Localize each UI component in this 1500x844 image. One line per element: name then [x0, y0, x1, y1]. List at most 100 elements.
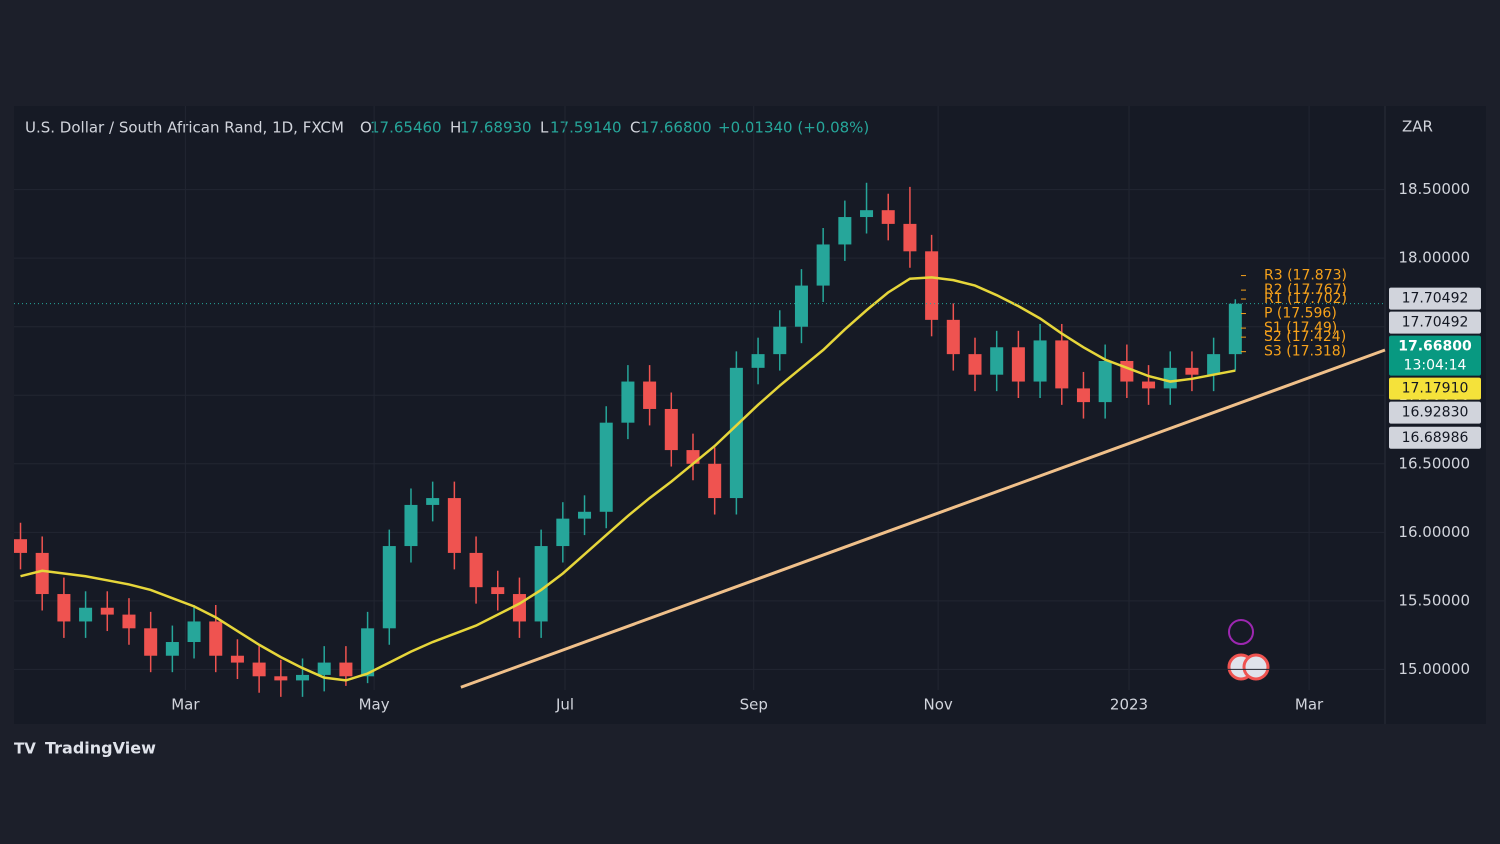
candle-body	[252, 662, 266, 677]
candle-body	[1207, 354, 1221, 375]
candle-body	[317, 662, 331, 675]
candle-body	[1033, 340, 1047, 382]
candle-body	[361, 628, 375, 677]
price-label-box	[1389, 287, 1481, 310]
brand: TradingView	[45, 739, 156, 758]
candle-body	[426, 498, 440, 505]
candle-body	[209, 621, 223, 656]
x-tick-label: Mar	[171, 696, 200, 714]
candle-body	[599, 422, 613, 512]
pivot-label: S3 (17.318)	[1264, 344, 1346, 360]
ohlc-key: C	[630, 119, 640, 137]
candle-body	[1076, 388, 1090, 403]
candle-body	[729, 367, 743, 499]
candle-body	[903, 223, 917, 252]
candle-body	[946, 319, 960, 355]
candle-body	[1185, 367, 1199, 375]
x-tick-label: Nov	[923, 696, 952, 714]
candle-body	[643, 381, 657, 409]
candle-body	[664, 408, 678, 451]
economic-event-icon[interactable]	[1242, 653, 1270, 681]
candle-body	[881, 210, 895, 224]
candle-body	[79, 607, 93, 622]
price-label: 17.70492	[1402, 291, 1469, 307]
chart-panel	[14, 106, 1486, 724]
pivot-label: R2 (17.767)	[1264, 282, 1347, 298]
candle-body	[621, 381, 635, 423]
ohlc-key: O	[360, 119, 372, 137]
event-icon[interactable]	[1228, 619, 1254, 645]
candle-body	[382, 546, 396, 629]
x-tick-label: May	[359, 696, 390, 714]
ohlc-key: L	[540, 119, 549, 137]
candle-body	[578, 511, 592, 519]
candle-body	[469, 552, 483, 588]
y-tick-label: 16.00000	[1398, 523, 1470, 541]
candle-body	[122, 614, 136, 629]
ohlc-value: 17.65460	[370, 119, 442, 137]
pivot-label: S2 (17.424)	[1264, 329, 1346, 345]
brand-logo: TV	[14, 740, 36, 758]
candle-body	[838, 217, 852, 245]
candle-body	[773, 326, 787, 355]
candle-body	[35, 552, 49, 595]
candle-body	[491, 587, 505, 595]
candle-body	[1120, 360, 1134, 382]
price-label: 17.17910	[1402, 381, 1469, 397]
y-tick-label: 15.00000	[1398, 660, 1470, 678]
candle-body	[14, 539, 28, 553]
pivot-label: S1 (17.49)	[1264, 320, 1337, 336]
ohlc-legend: O17.65460 H17.68930 L 17.59140 C 17.66800 +0.0…	[360, 119, 869, 137]
moving-average	[20, 276, 1236, 682]
y-tick-label: 16.50000	[1398, 454, 1470, 472]
candle-body	[794, 285, 808, 327]
x-tick-label: Jul	[555, 696, 574, 714]
candle-body	[1098, 360, 1112, 403]
candle-body	[1163, 367, 1177, 389]
candle-body	[230, 655, 244, 663]
candle-body	[165, 642, 179, 656]
candle-body	[447, 498, 461, 553]
candle-body	[274, 676, 288, 681]
price-label-box	[1389, 401, 1481, 424]
price-label-timer: 13:04:14	[1404, 358, 1467, 374]
candle-body	[187, 621, 201, 643]
price-label: 17.66800	[1398, 339, 1472, 355]
candle-body	[100, 607, 114, 615]
candle-body	[339, 662, 353, 677]
currency: ZAR	[1402, 118, 1433, 136]
price-label-box	[1389, 335, 1481, 376]
candle-body	[968, 354, 982, 375]
y-tick-label: 18.00000	[1398, 249, 1470, 267]
y-tick-label: 15.50000	[1398, 591, 1470, 609]
ohlc-key: H	[450, 119, 461, 137]
candle-body	[1142, 381, 1156, 389]
ohlc-value: 17.59140	[550, 119, 622, 137]
price-label-box	[1389, 377, 1481, 400]
candle-body	[708, 463, 722, 499]
trendline	[460, 348, 1386, 689]
price-label: 16.68986	[1402, 430, 1469, 446]
candle-body	[925, 251, 939, 320]
candle-body	[686, 450, 700, 464]
price-label: 16.92830	[1402, 405, 1469, 421]
candle-body	[1055, 340, 1069, 389]
y-tick-label: 18.50000	[1398, 180, 1470, 198]
change: +0.01340 (+0.08%)	[718, 119, 869, 137]
x-tick-label: 2023	[1110, 696, 1148, 714]
candle-body	[512, 594, 526, 622]
candle-body	[860, 210, 874, 218]
ohlc-value: 17.66800	[640, 119, 712, 137]
candle-body	[296, 674, 310, 681]
candle-body	[534, 546, 548, 622]
candle-body	[1228, 303, 1242, 355]
x-tick-label: Sep	[740, 696, 768, 714]
price-label-box	[1389, 311, 1481, 334]
candle-body	[556, 518, 570, 547]
candle-body	[404, 504, 418, 547]
candle-body	[144, 628, 158, 656]
symbol: U.S. Dollar / South African Rand, 1D, FX…	[25, 119, 344, 137]
candle-body	[1011, 347, 1025, 382]
x-tick-label: Mar	[1295, 696, 1324, 714]
